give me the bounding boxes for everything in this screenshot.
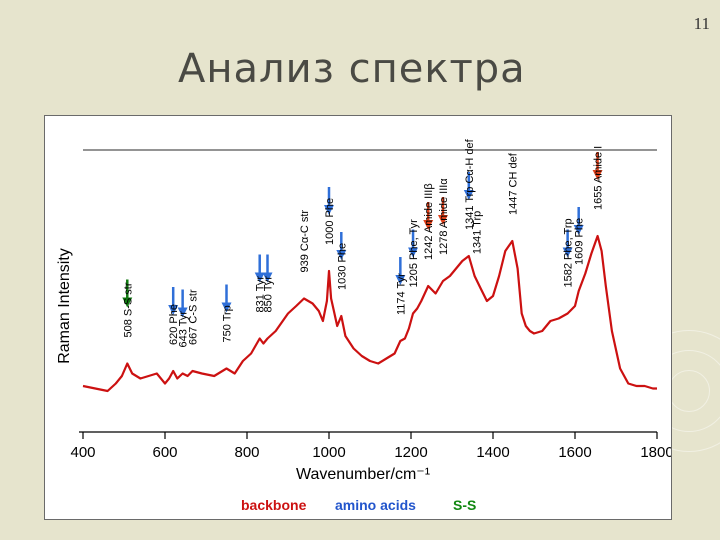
legend-item: backbone bbox=[241, 497, 307, 513]
decorative-ring bbox=[668, 370, 710, 412]
peak-arrow-head bbox=[336, 250, 347, 260]
x-tick-label: 1800 bbox=[640, 444, 671, 461]
chart-panel: 400 600 800 1000 1200 1400 1600 1800 508 S-S st… bbox=[44, 115, 672, 520]
peak-annotation: 1447 CH def bbox=[507, 152, 519, 215]
peak-annotation: 667 C-S str bbox=[187, 289, 199, 345]
peak-annotation: 1205 Phe, Tyr bbox=[408, 219, 420, 288]
peak-arrow-head bbox=[168, 305, 179, 315]
peak-arrow-head bbox=[177, 307, 188, 318]
peak-annotation: 850 Tyr bbox=[263, 276, 275, 313]
x-tick-label: 600 bbox=[152, 444, 177, 461]
legend-item: amino acids bbox=[335, 497, 416, 513]
peak-annotation: 1174 Tyr bbox=[395, 273, 407, 315]
peak-arrow-head bbox=[562, 247, 573, 258]
peak-arrow-head bbox=[254, 272, 265, 283]
x-tick-label: 1200 bbox=[394, 444, 427, 461]
legend: backbone amino acids S-S bbox=[241, 497, 476, 513]
peak-annotation: 1278 Amide IIIα bbox=[438, 178, 450, 255]
peak-arrow-head bbox=[408, 247, 419, 258]
peak-arrow-head bbox=[324, 205, 334, 215]
peak-annotation: 620 Phe bbox=[168, 304, 180, 345]
peak-arrow-head bbox=[395, 275, 406, 285]
peak-annotation: 1000 Phe bbox=[324, 198, 336, 245]
x-tick-label: 1400 bbox=[476, 444, 509, 461]
peak-annotation: 1341 Trp bbox=[472, 211, 484, 254]
peak-arrow-head bbox=[463, 190, 474, 200]
peak-arrow-head bbox=[573, 225, 584, 235]
x-tick-label: 1000 bbox=[312, 444, 345, 461]
slide-number: 11 bbox=[693, 14, 710, 33]
peak-annotation: 1242 Amide IIIβ bbox=[423, 183, 435, 260]
peak-annotation: 750 Trp bbox=[222, 305, 234, 342]
x-tick-label: 1600 bbox=[558, 444, 591, 461]
raman-spectrum-chart: 400 600 800 1000 1200 1400 1600 1800 508 S-S st… bbox=[56, 138, 671, 513]
peak-annotation: 939 Cα-C str bbox=[299, 210, 311, 273]
y-axis-label: Raman Intensity bbox=[56, 248, 73, 364]
x-tick-label: 400 bbox=[70, 444, 95, 461]
peak-arrow-head bbox=[221, 302, 232, 313]
peak-annotation: 643 Tyr bbox=[178, 311, 190, 348]
peak-arrow-head bbox=[423, 220, 434, 230]
x-ticks: 400 600 800 1000 1200 1400 1600 1800 bbox=[70, 432, 671, 461]
peak-arrow-head bbox=[122, 297, 133, 308]
peak-arrow-head bbox=[592, 170, 603, 180]
peak-annotation: 1030 Phe bbox=[336, 243, 348, 290]
x-axis-label: Wavenumber/cm⁻¹ bbox=[296, 466, 430, 483]
peak-arrow-head bbox=[262, 272, 273, 283]
spectrum-line bbox=[82, 234, 657, 393]
peak-annotation: 508 S-S str bbox=[122, 282, 134, 337]
legend-item: S-S bbox=[453, 497, 476, 513]
peak-arrow-head bbox=[437, 215, 448, 225]
peak-annotation: 1582 Phe, Trp bbox=[563, 218, 575, 287]
peak-annotation: 1655 Amide I bbox=[593, 146, 605, 210]
peak-annotation: 831 Tyr bbox=[255, 276, 267, 313]
peak-annotation: 1609 Phe bbox=[574, 218, 586, 265]
x-tick-label: 800 bbox=[234, 444, 259, 461]
peak-annotation: 1341 Trp Cα-H def bbox=[464, 138, 476, 230]
slide-title: Анализ спектра bbox=[178, 46, 526, 92]
